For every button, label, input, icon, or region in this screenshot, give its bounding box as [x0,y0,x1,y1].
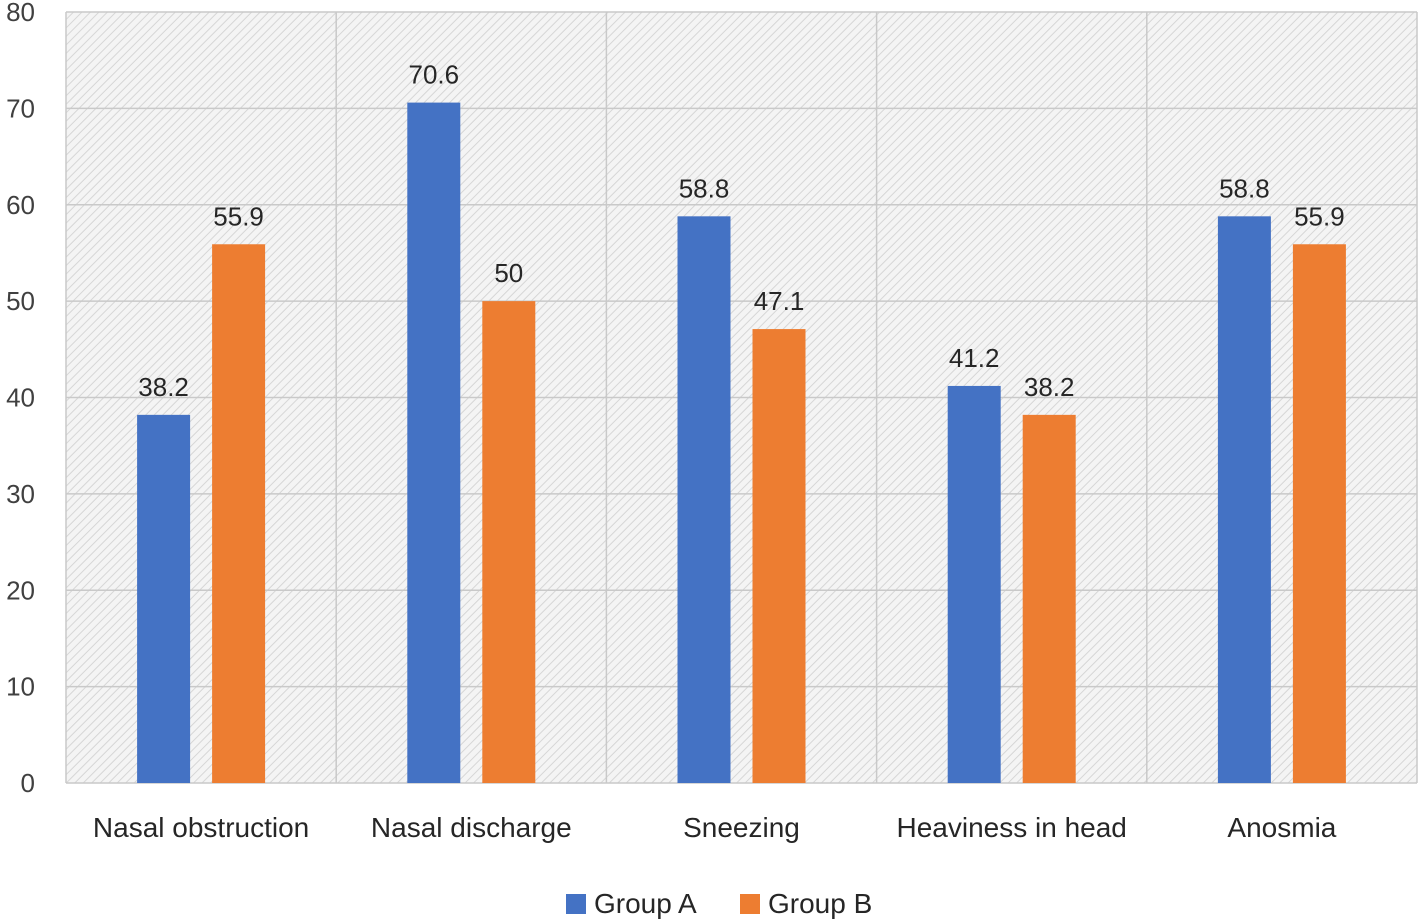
legend-swatch [566,894,586,914]
legend-label: Group B [768,888,872,919]
bar-group-b [1292,244,1346,784]
x-axis-categories: Nasal obstruction Nasal discharge Sneezing… [93,812,1337,843]
y-tick-label: 30 [6,479,35,509]
legend-label: Group A [594,888,697,919]
bar-group-a [407,102,461,783]
data-label: 38.2 [1024,372,1075,402]
data-label: 55.9 [1294,201,1345,231]
gridlines [65,11,1418,784]
bar-group-b [1022,414,1076,783]
data-label: 58.8 [1219,173,1270,203]
bar-group-a [947,385,1001,783]
bar-group-b [482,301,536,783]
bar-group-b [212,244,266,784]
x-category-label: Heaviness in head [897,812,1127,843]
data-label: 38.2 [138,372,189,402]
y-tick-label: 40 [6,383,35,413]
data-label: 55.9 [213,201,264,231]
y-tick-label: 70 [6,93,35,123]
x-category-label: Nasal discharge [371,812,572,843]
y-tick-label: 60 [6,190,35,220]
data-labels: 38.2 55.9 70.6 50 58.8 47.1 41.2 38.2 58.8 55.9 [138,60,1344,402]
y-tick-label: 50 [6,286,35,316]
y-tick-label: 80 [6,0,35,27]
bar-group-a [1217,216,1271,783]
bar-group-b [752,329,806,783]
data-label: 70.6 [408,60,459,90]
legend-swatch [740,894,760,914]
data-label: 50 [494,258,523,288]
y-tick-label: 0 [21,768,35,798]
bar-group-a [677,216,731,783]
x-category-label: Sneezing [683,812,800,843]
bars [137,102,1346,784]
data-label: 58.8 [679,173,730,203]
legend: Group A Group B [566,888,872,919]
bar-group-a [137,414,191,783]
x-category-label: Nasal obstruction [93,812,309,843]
x-category-label: Anosmia [1227,812,1336,843]
y-axis-ticks: 0 10 20 30 40 50 60 70 80 [6,0,35,798]
y-tick-label: 20 [6,575,35,605]
data-label: 41.2 [949,343,1000,373]
data-label: 47.1 [754,286,805,316]
y-tick-label: 10 [6,672,35,702]
